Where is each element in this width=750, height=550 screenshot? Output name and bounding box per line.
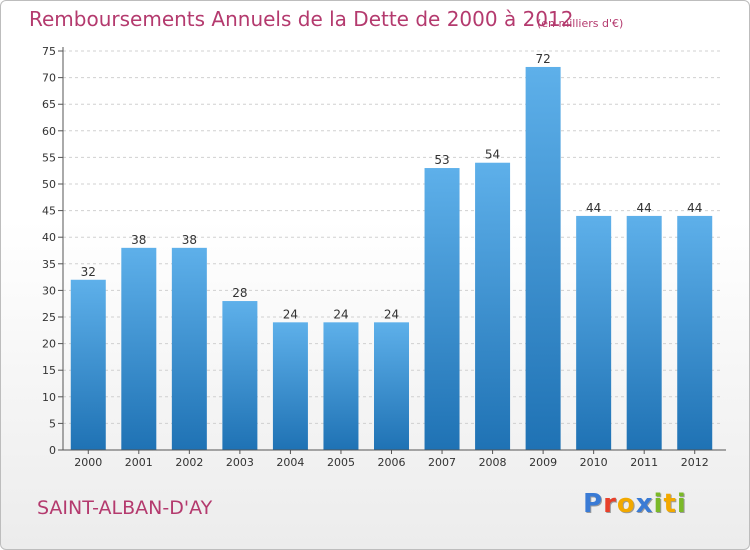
bar-value-label: 24	[384, 307, 399, 321]
y-tick-label: 0	[49, 444, 56, 457]
x-tick-label: 2009	[529, 456, 557, 469]
y-tick-label: 15	[42, 364, 56, 377]
y-tick-label: 70	[42, 72, 56, 85]
chart-subtitle: (en milliers d'€)	[537, 17, 624, 30]
logo-letter: x	[635, 489, 654, 519]
x-tick-label: 2004	[276, 456, 304, 469]
logo-letter: t	[663, 489, 677, 519]
axes	[58, 47, 726, 454]
bar	[222, 301, 258, 450]
x-tick-label: 2008	[479, 456, 507, 469]
bar	[323, 322, 359, 450]
bar-value-label: 44	[687, 201, 702, 215]
bar-value-label: 53	[434, 153, 449, 167]
y-tick-label: 20	[42, 338, 56, 351]
bar-value-label: 28	[232, 286, 247, 300]
y-tick-label: 60	[42, 125, 56, 138]
proxiti-logo[interactable]: Proxiti	[583, 489, 687, 519]
city-name: SAINT-ALBAN-D'AY	[37, 497, 213, 519]
y-tick-label: 55	[42, 151, 56, 164]
x-tick-label: 2011	[630, 456, 658, 469]
bar	[424, 168, 460, 451]
bar	[272, 322, 308, 450]
bars	[70, 66, 713, 451]
logo-letter: i	[676, 489, 687, 519]
x-tick-label: 2006	[378, 456, 406, 469]
logo-letter: P	[583, 489, 604, 519]
logo-letter: r	[603, 489, 617, 519]
y-tick-label: 30	[42, 284, 56, 297]
bar	[374, 322, 409, 450]
y-tick-label: 65	[42, 98, 56, 111]
y-tick-label: 5	[49, 417, 56, 430]
x-tick-label: 2001	[125, 456, 153, 469]
bar-value-label: 44	[637, 201, 652, 215]
y-tick-label: 10	[42, 391, 56, 404]
y-tick-label: 75	[42, 45, 56, 58]
bar-value-label: 44	[586, 201, 601, 215]
labels: 0 5 10 15 20 25 30 35 40 45 50 55 60 65 70 75 32 2000 38 20…	[42, 45, 709, 469]
y-tick-label: 35	[42, 258, 56, 271]
bar-value-label: 32	[81, 265, 96, 279]
bar	[525, 66, 561, 451]
logo-letter: i	[653, 489, 664, 519]
bar-value-label: 72	[535, 52, 550, 66]
bar-value-label: 24	[333, 307, 348, 321]
x-tick-label: 2005	[327, 456, 355, 469]
bar	[475, 162, 511, 450]
bar	[171, 247, 207, 450]
bar	[626, 215, 662, 450]
bar-value-label: 38	[182, 233, 197, 247]
x-tick-label: 2007	[428, 456, 456, 469]
x-tick-label: 2010	[580, 456, 608, 469]
x-tick-label: 2003	[226, 456, 254, 469]
x-tick-label: 2000	[74, 456, 102, 469]
bar-value-label: 24	[283, 307, 298, 321]
x-tick-label: 2002	[175, 456, 203, 469]
bar	[70, 279, 106, 450]
bar-value-label: 38	[131, 233, 146, 247]
bar-value-label: 54	[485, 148, 500, 162]
x-tick-label: 2012	[681, 456, 709, 469]
chart-title: Remboursements Annuels de la Dette de 20…	[29, 7, 574, 31]
y-tick-label: 40	[42, 231, 56, 244]
y-tick-label: 25	[42, 311, 56, 324]
bar	[576, 215, 612, 450]
bar	[677, 215, 713, 450]
bar	[121, 247, 157, 450]
y-tick-label: 45	[42, 205, 56, 218]
logo-letter: o	[616, 489, 636, 519]
y-tick-label: 50	[42, 178, 56, 191]
